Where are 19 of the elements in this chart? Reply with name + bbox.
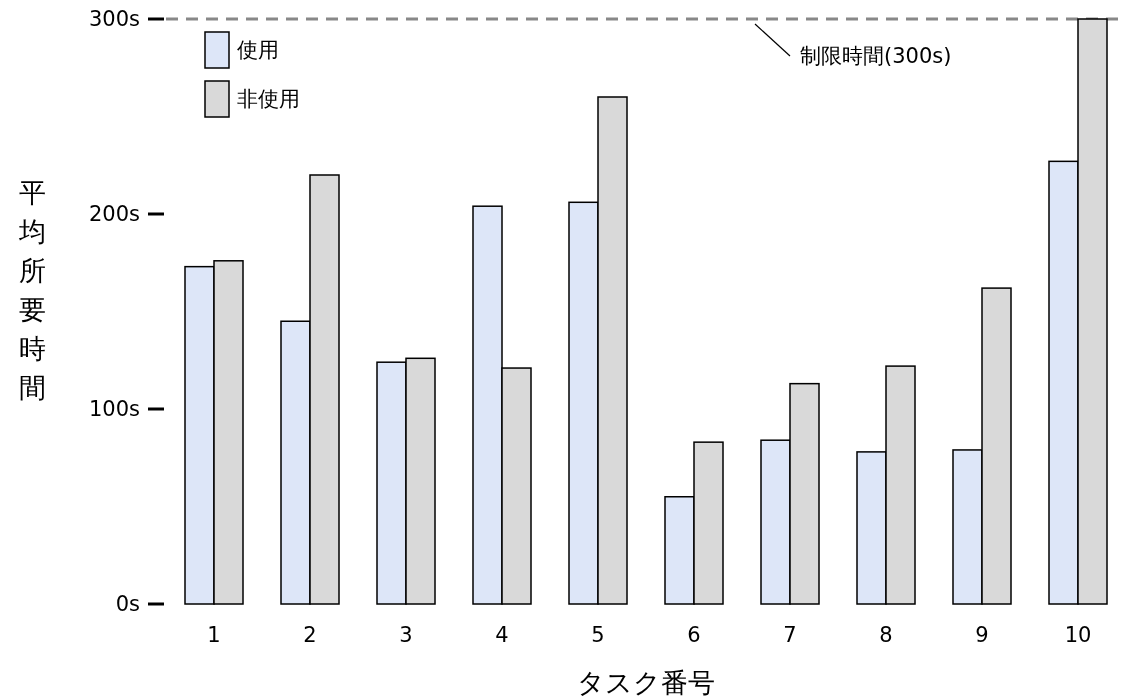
x-tick-label: 3 [399, 623, 413, 647]
ref-line-label: 制限時間(300s) [800, 44, 952, 68]
legend-label: 非使用 [237, 87, 300, 111]
y-tick-label: 0s [115, 592, 140, 617]
x-axis-title: タスク番号 [577, 667, 715, 698]
x-tick-label: 6 [687, 623, 701, 647]
y-tick-label: 300s [88, 7, 140, 32]
x-tick-label: 10 [1064, 623, 1092, 647]
y-tick-label: 200s [88, 202, 140, 227]
legend-label: 使用 [237, 38, 279, 62]
x-tick-label: 4 [495, 623, 509, 647]
x-tick-label: 8 [879, 623, 893, 647]
y-axis-title: 平均所要時間 [17, 177, 46, 403]
y-tick-label: 100s [88, 397, 140, 422]
x-tick-label: 2 [303, 623, 317, 647]
x-tick-label: 7 [783, 623, 797, 647]
x-tick-label: 9 [975, 623, 989, 647]
x-tick-label: 1 [207, 623, 221, 647]
x-tick-label: 5 [591, 623, 605, 647]
